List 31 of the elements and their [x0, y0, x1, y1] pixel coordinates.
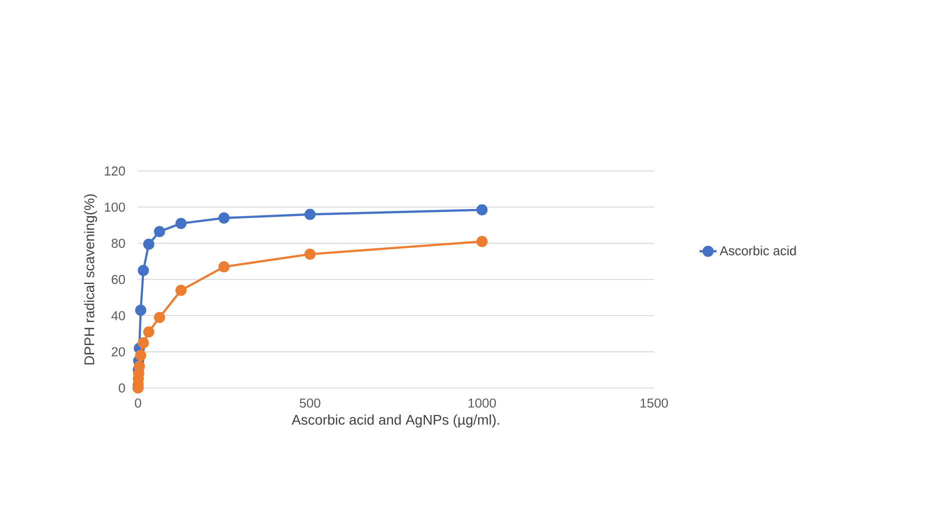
- point: [135, 304, 146, 316]
- point: [218, 261, 230, 272]
- point: [154, 226, 166, 238]
- legend-label: Ascorbic acid: [720, 246, 796, 256]
- x-tick-label: 0: [134, 398, 142, 408]
- point: [304, 208, 316, 220]
- y-tick-label: 60: [112, 274, 125, 284]
- point: [476, 236, 488, 248]
- point: [154, 312, 166, 324]
- x-tick-label: 500: [300, 398, 320, 408]
- y-tick-label: 40: [111, 311, 125, 320]
- x-axis-title: Ascorbic acid and AgNPs (µg/ml).: [292, 414, 500, 428]
- point: [175, 284, 187, 296]
- point: [476, 204, 488, 216]
- point: [138, 337, 149, 348]
- point: [134, 360, 145, 372]
- y-tick-label: 80: [112, 238, 125, 248]
- point: [304, 248, 316, 260]
- y-tick-label: 100: [104, 202, 125, 212]
- point: [143, 238, 154, 250]
- point: [218, 212, 230, 224]
- point: [175, 218, 187, 230]
- x-tick-label: 1000: [468, 398, 496, 408]
- point: [138, 264, 149, 276]
- point: [135, 350, 146, 362]
- y-tick-label: 20: [112, 347, 125, 356]
- y-axis-title: DPPH radical scavening(%): [84, 194, 98, 364]
- y-tick-label: 0: [118, 383, 125, 393]
- y-tick-label: 120: [104, 166, 125, 176]
- point: [143, 326, 154, 338]
- x-tick-label: 1500: [640, 398, 668, 408]
